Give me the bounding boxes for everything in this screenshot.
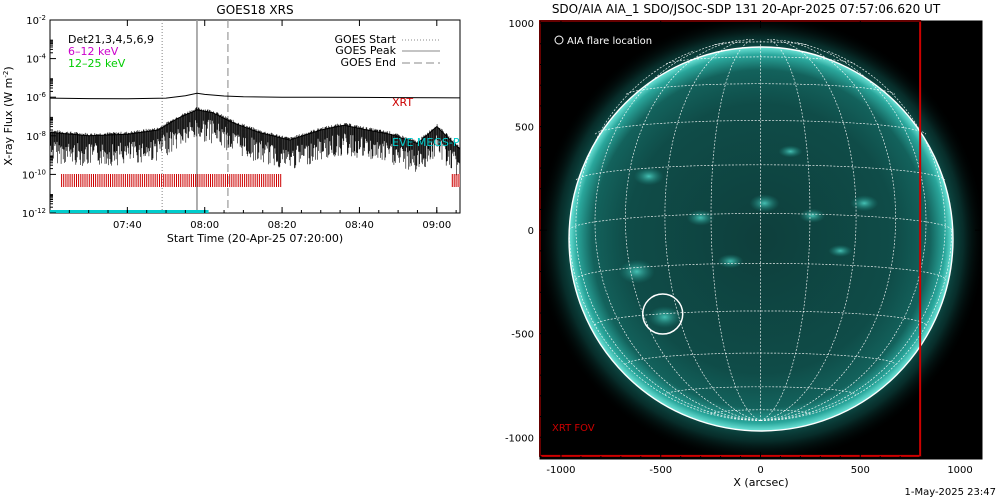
active-region-blob xyxy=(799,208,826,223)
right-axes: -1000 -500 0 500 1000 -1000 -500 0 500 1000 xyxy=(505,19,982,476)
longitude-line xyxy=(760,41,927,421)
right-xtick-label: 500 xyxy=(851,465,870,476)
active-region-blob xyxy=(647,306,682,329)
left-xtick-label: 08:00 xyxy=(190,220,219,231)
legend-6-12kev: 6–12 keV xyxy=(68,45,119,58)
left-ylabel: X-ray Flux (W m-2) xyxy=(2,66,15,165)
right-ytick-label: 500 xyxy=(515,123,534,134)
series-xrt-line xyxy=(50,92,460,100)
longitude-line xyxy=(710,38,761,421)
left-ytick-label: 10-8 xyxy=(26,130,46,143)
left-ytick-label: 10-2 xyxy=(26,14,46,27)
longitude-line xyxy=(760,39,897,421)
longitude-line xyxy=(624,39,761,421)
latitude-line xyxy=(665,56,856,65)
left-axes: 10-12 10-10 10-8 10-6 10-4 10-2 07:40 08:00 08:2… xyxy=(22,14,457,231)
right-xtick-label: 1000 xyxy=(947,465,972,476)
legend-goes-end: GOES End xyxy=(340,56,396,69)
legend-goes-lines: GOES Start GOES Peak GOES End xyxy=(335,33,440,69)
active-region-blob xyxy=(717,254,744,269)
aia-image-panel: SDO/AIA AIA_1 SDO/JSOC-SDP 131 20-Apr-20… xyxy=(505,2,983,489)
solar-disk xyxy=(569,47,953,431)
right-ytick-label: 0 xyxy=(528,226,534,237)
active-region-blob xyxy=(686,209,715,226)
active-regions xyxy=(618,145,879,329)
aia-image xyxy=(540,21,982,459)
left-ytick-label: 10-10 xyxy=(22,168,46,181)
solar-limb xyxy=(568,46,954,432)
active-region-blob xyxy=(828,244,853,257)
right-xlabel: X (arcsec) xyxy=(733,476,788,489)
right-xtick-label: -500 xyxy=(649,465,672,476)
right-title: SDO/AIA AIA_1 SDO/JSOC-SDP 131 20-Apr-20… xyxy=(552,2,941,16)
longitude-line xyxy=(568,230,761,421)
flare-legend-label: AIA flare location xyxy=(567,36,652,47)
left-ytick-label: 10-6 xyxy=(26,91,46,104)
right-xtick-label: 0 xyxy=(757,465,763,476)
right-ytick-label: -1000 xyxy=(505,433,534,444)
active-region-blob xyxy=(633,167,664,186)
flare-legend-icon xyxy=(554,35,564,45)
legend-12-25kev: 12–25 keV xyxy=(68,57,126,70)
timestamp: 1-May-2025 23:47 xyxy=(904,487,996,498)
series-eve-line xyxy=(50,109,460,150)
left-ytick-label: 10-12 xyxy=(22,207,46,220)
active-region-blob xyxy=(778,145,803,158)
right-ytick-label: -500 xyxy=(511,330,534,341)
left-xlabel: Start Time (20-Apr-25 07:20:00) xyxy=(167,232,343,245)
longitude-line xyxy=(664,38,761,421)
longitude-line xyxy=(760,230,953,421)
series-eve-noise xyxy=(50,107,460,176)
left-plot-marks xyxy=(50,20,460,213)
longitude-line xyxy=(760,38,857,421)
xrt-series-label: XRT xyxy=(392,96,413,109)
eve-series-label: EVE MEGS-P xyxy=(392,136,460,149)
legend-goes-start: GOES Start xyxy=(335,33,397,46)
legend-det: Det21,3,4,5,6,9 xyxy=(68,33,154,46)
left-xtick-label: 08:20 xyxy=(268,220,297,231)
active-region-blob xyxy=(749,194,780,213)
legend-detectors: Det21,3,4,5,6,9 6–12 keV 12–25 keV xyxy=(68,33,154,70)
right-xtick-label: -1000 xyxy=(546,465,575,476)
longitude-line xyxy=(594,41,761,421)
legend-goes-peak: GOES Peak xyxy=(335,44,396,57)
left-xtick-label: 08:40 xyxy=(345,220,374,231)
left-title: GOES18 XRS xyxy=(216,3,293,17)
right-ytick-label: 1000 xyxy=(509,19,534,30)
longitude-line xyxy=(760,38,811,421)
active-region-blob xyxy=(850,195,879,212)
goes-lightcurve-panel: GOES18 XRS 10-12 10-10 10-8 10-6 10-4 10-2 07:… xyxy=(2,3,461,245)
flare-location-circle xyxy=(641,293,684,335)
xrt-fov-label: XRT FOV xyxy=(552,423,595,434)
latitude-line xyxy=(594,120,927,135)
left-xtick-label: 07:40 xyxy=(113,220,142,231)
left-xtick-label: 09:00 xyxy=(422,220,451,231)
heliographic-grid xyxy=(568,38,953,421)
xrt-observation-ticks xyxy=(61,174,460,187)
left-ytick-label: 10-4 xyxy=(26,53,46,66)
active-region-blob xyxy=(618,259,655,284)
